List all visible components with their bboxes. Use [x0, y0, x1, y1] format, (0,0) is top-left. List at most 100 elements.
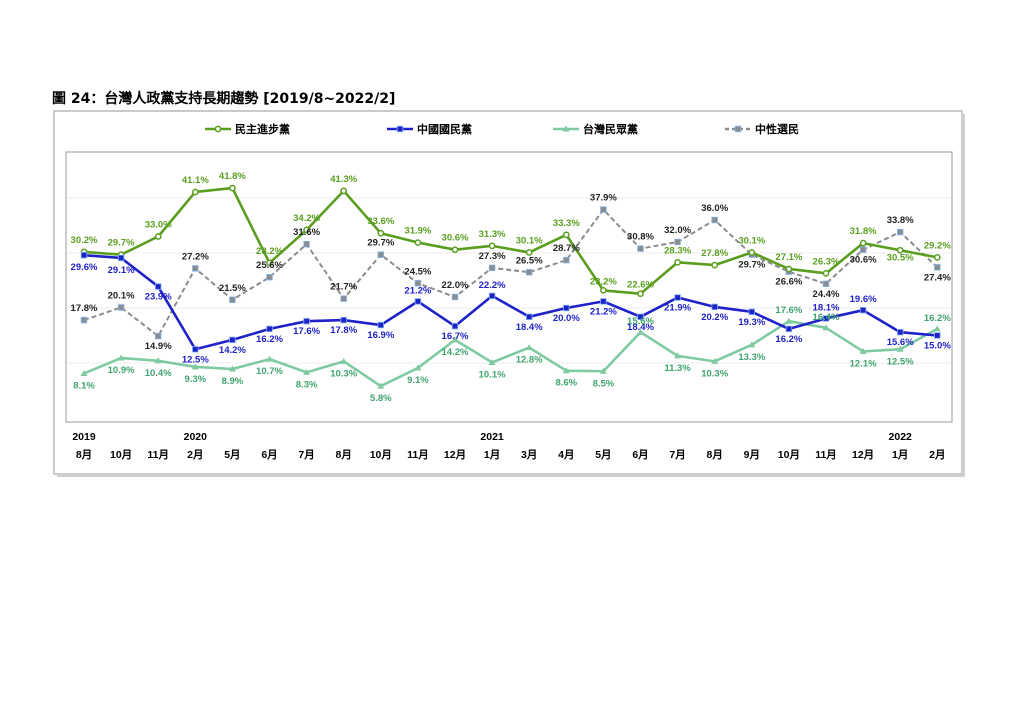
data-label: 14.2%	[219, 345, 246, 356]
data-point	[229, 296, 236, 303]
data-point	[748, 308, 755, 316]
data-point	[637, 290, 644, 298]
data-labels: 30.2% 29.7% 33.0% 41.1% 41.8% 28.2% 34.2% 41.3%…	[71, 171, 952, 404]
data-label: 18.1%	[813, 302, 840, 313]
month-tick-label: 8月	[707, 449, 723, 461]
data-label: 30.6%	[850, 255, 877, 266]
month-tick-label: 11月	[407, 449, 429, 461]
data-label: 25.6%	[256, 260, 283, 271]
data-point	[192, 265, 199, 272]
data-label: 27.4%	[924, 272, 951, 283]
data-point	[414, 364, 422, 371]
month-tick-label: 8月	[76, 449, 92, 461]
data-point	[488, 292, 496, 300]
data-label: 19.3%	[738, 317, 765, 328]
data-label: 33.8%	[887, 215, 914, 226]
legend-item: 台灣民眾黨	[553, 122, 638, 136]
data-label: 20.0%	[553, 313, 580, 324]
data-label: 30.1%	[738, 235, 765, 246]
data-label: 29.7%	[108, 238, 135, 249]
data-label: 31.3%	[479, 229, 506, 240]
month-tick-label: 7月	[298, 449, 314, 461]
data-point	[785, 325, 793, 333]
data-point	[117, 304, 125, 311]
legend-marker	[562, 125, 570, 132]
data-label: 16.2%	[775, 334, 802, 345]
data-point	[563, 256, 570, 264]
data-point	[192, 346, 199, 353]
data-label: 18.4%	[627, 322, 654, 333]
data-point	[562, 231, 570, 239]
data-point	[934, 264, 941, 271]
data-point	[154, 357, 162, 364]
data-label: 24.4%	[813, 289, 840, 300]
data-point	[80, 369, 88, 376]
data-point	[154, 332, 162, 340]
data-label: 29.6%	[71, 262, 98, 273]
month-tick-label: 2月	[187, 449, 203, 461]
data-label: 10.7%	[256, 366, 283, 377]
data-point	[303, 240, 310, 248]
data-label: 33.0%	[145, 220, 172, 231]
year-label: 2022	[889, 431, 913, 443]
data-label: 17.6%	[775, 305, 802, 316]
data-label: 31.9%	[404, 226, 431, 237]
legend-marker	[214, 125, 222, 133]
data-label: 23.9%	[145, 292, 172, 303]
data-point	[377, 229, 385, 237]
month-tick-label: 10月	[110, 449, 132, 461]
data-label: 21.5%	[219, 283, 246, 294]
data-label: 31.6%	[293, 227, 320, 238]
data-point	[154, 233, 162, 240]
data-point	[599, 367, 607, 374]
data-point	[637, 313, 644, 320]
data-label: 32.0%	[664, 225, 691, 236]
month-tick-label: 12月	[444, 449, 466, 461]
month-tick-label: 2月	[929, 449, 945, 461]
data-point	[525, 249, 533, 256]
data-point	[488, 358, 496, 365]
series-1	[80, 251, 941, 353]
data-point	[228, 365, 236, 372]
data-point	[711, 216, 718, 224]
data-point	[266, 325, 273, 333]
data-point	[451, 322, 459, 330]
data-point	[933, 325, 941, 332]
data-label: 16.2%	[924, 313, 951, 324]
figure-title: 圖 24：台灣人政黨支持長期趨勢 [2019/8~2022/2]	[52, 91, 396, 107]
data-label: 33.3%	[553, 218, 580, 229]
data-label: 12.5%	[887, 356, 914, 367]
data-label: 29.7%	[738, 260, 765, 271]
data-point	[711, 261, 719, 269]
data-point	[822, 315, 830, 322]
data-point	[488, 264, 496, 272]
data-label: 27.8%	[701, 248, 728, 259]
data-point	[266, 355, 273, 362]
data-point	[822, 280, 830, 287]
data-label: 16.2%	[256, 334, 283, 345]
data-point	[266, 259, 273, 267]
data-label: 30.1%	[516, 235, 543, 246]
data-point	[303, 368, 311, 375]
data-label: 10.9%	[108, 365, 135, 376]
data-label: 31.8%	[850, 226, 877, 237]
data-label: 12.5%	[182, 354, 209, 365]
data-point	[600, 298, 607, 305]
data-label: 24.5%	[404, 266, 431, 277]
data-point	[191, 188, 199, 196]
legend-item: 民主進步黨	[205, 122, 290, 136]
data-label: 26.5%	[516, 255, 543, 266]
series-group	[80, 184, 941, 389]
data-point	[637, 245, 644, 252]
data-point	[303, 226, 310, 234]
data-point	[897, 228, 904, 236]
data-point	[191, 363, 199, 370]
data-label: 12.8%	[516, 355, 543, 366]
data-label: 28.7%	[553, 243, 580, 254]
data-label: 12.1%	[850, 358, 877, 369]
legend-item: 中國國民黨	[387, 122, 472, 136]
data-label: 16.7%	[442, 331, 469, 342]
series-0	[80, 184, 941, 298]
data-label: 22.6%	[627, 280, 654, 291]
